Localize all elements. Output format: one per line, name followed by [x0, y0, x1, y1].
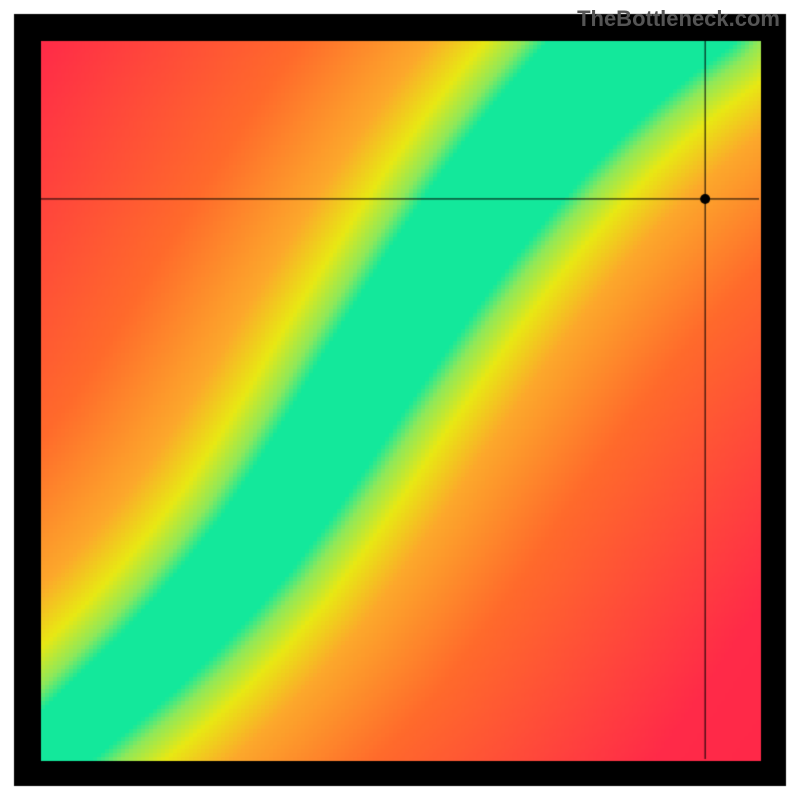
chart-container: TheBottleneck.com [0, 0, 800, 800]
watermark-text: TheBottleneck.com [577, 6, 780, 32]
heatmap-canvas [0, 0, 800, 800]
